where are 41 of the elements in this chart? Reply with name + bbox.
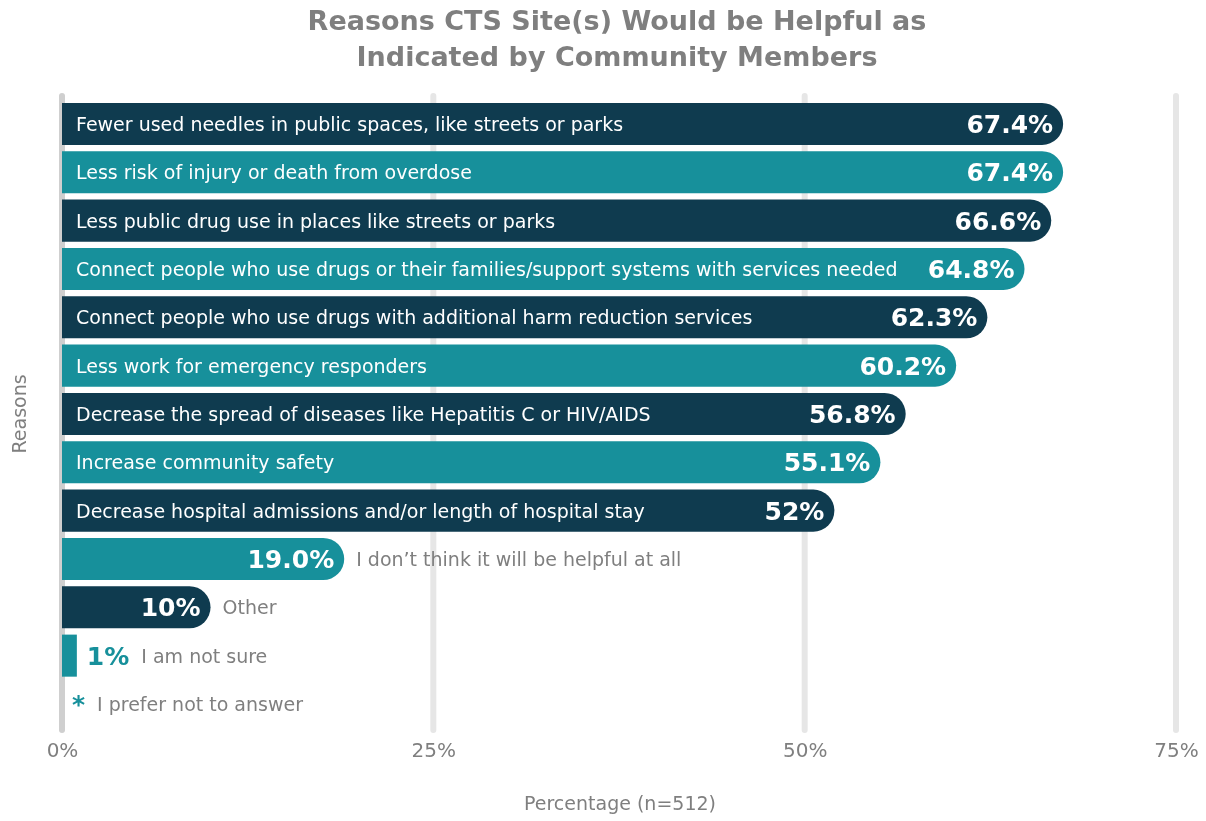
y-tick-label: Fewer used needles in public spaces, like streets or parks (76, 112, 624, 135)
x-axis-title: Percentage (n=512) (524, 792, 716, 814)
y-tick-label: Decrease hospital admissions and/or length of hospital stay (76, 499, 645, 522)
data-label: 19.0% (247, 544, 335, 574)
y-tick-label: Less risk of injury or death from overdose (76, 161, 472, 184)
y-tick-label: Decrease the spread of diseases like Hepatitis C or HIV/AIDS (76, 402, 651, 425)
bar (62, 634, 77, 677)
data-label: 1% (86, 641, 130, 671)
y-tick-label: Connect people who use drugs with additional harm reduction services (76, 306, 753, 329)
y-tick-label: Increase community safety (76, 451, 335, 474)
text: * (72, 689, 86, 719)
data-label: 67.4% (966, 109, 1054, 139)
data-label: 55.1% (783, 448, 871, 478)
data-label: 66.6% (954, 206, 1042, 236)
y-tick-label: I don’t think it will be helpful at all (356, 547, 682, 570)
x-tick-label: 0% (46, 738, 79, 763)
bar (62, 441, 881, 484)
y-tick-label: I prefer not to answer (97, 692, 304, 715)
chart-title: Reasons CTS Site(s) Would be Helpful as Indicated by Community Members (307, 5, 927, 72)
data-label: 67.4% (966, 158, 1054, 188)
data-label: 62.3% (890, 303, 978, 333)
bar (62, 537, 345, 580)
y-axis-title: Reasons (8, 374, 30, 454)
y-tick-label: Less public drug use in places like streets or parks (76, 209, 556, 232)
y-tick-label: Other (222, 596, 277, 619)
data-label: 64.8% (927, 254, 1015, 284)
y-tick-label: I am not sure (141, 644, 268, 667)
data-label: 56.8% (808, 399, 896, 429)
bar (62, 586, 211, 629)
y-tick-label: Connect people who use drugs or their families/support systems with services needed (76, 257, 898, 280)
x-tick-label: 75% (1154, 738, 1199, 763)
bar (62, 102, 1064, 145)
y-tick-label: Less work for emergency responders (76, 354, 428, 377)
x-tick-label: 50% (782, 738, 828, 763)
x-tick-label: 25% (411, 738, 457, 763)
data-label: 52% (764, 496, 825, 526)
data-label: 60.2% (859, 351, 947, 381)
bar (62, 344, 957, 387)
data-label: 10% (140, 593, 201, 623)
bar (62, 199, 1052, 242)
bar (62, 151, 1064, 194)
